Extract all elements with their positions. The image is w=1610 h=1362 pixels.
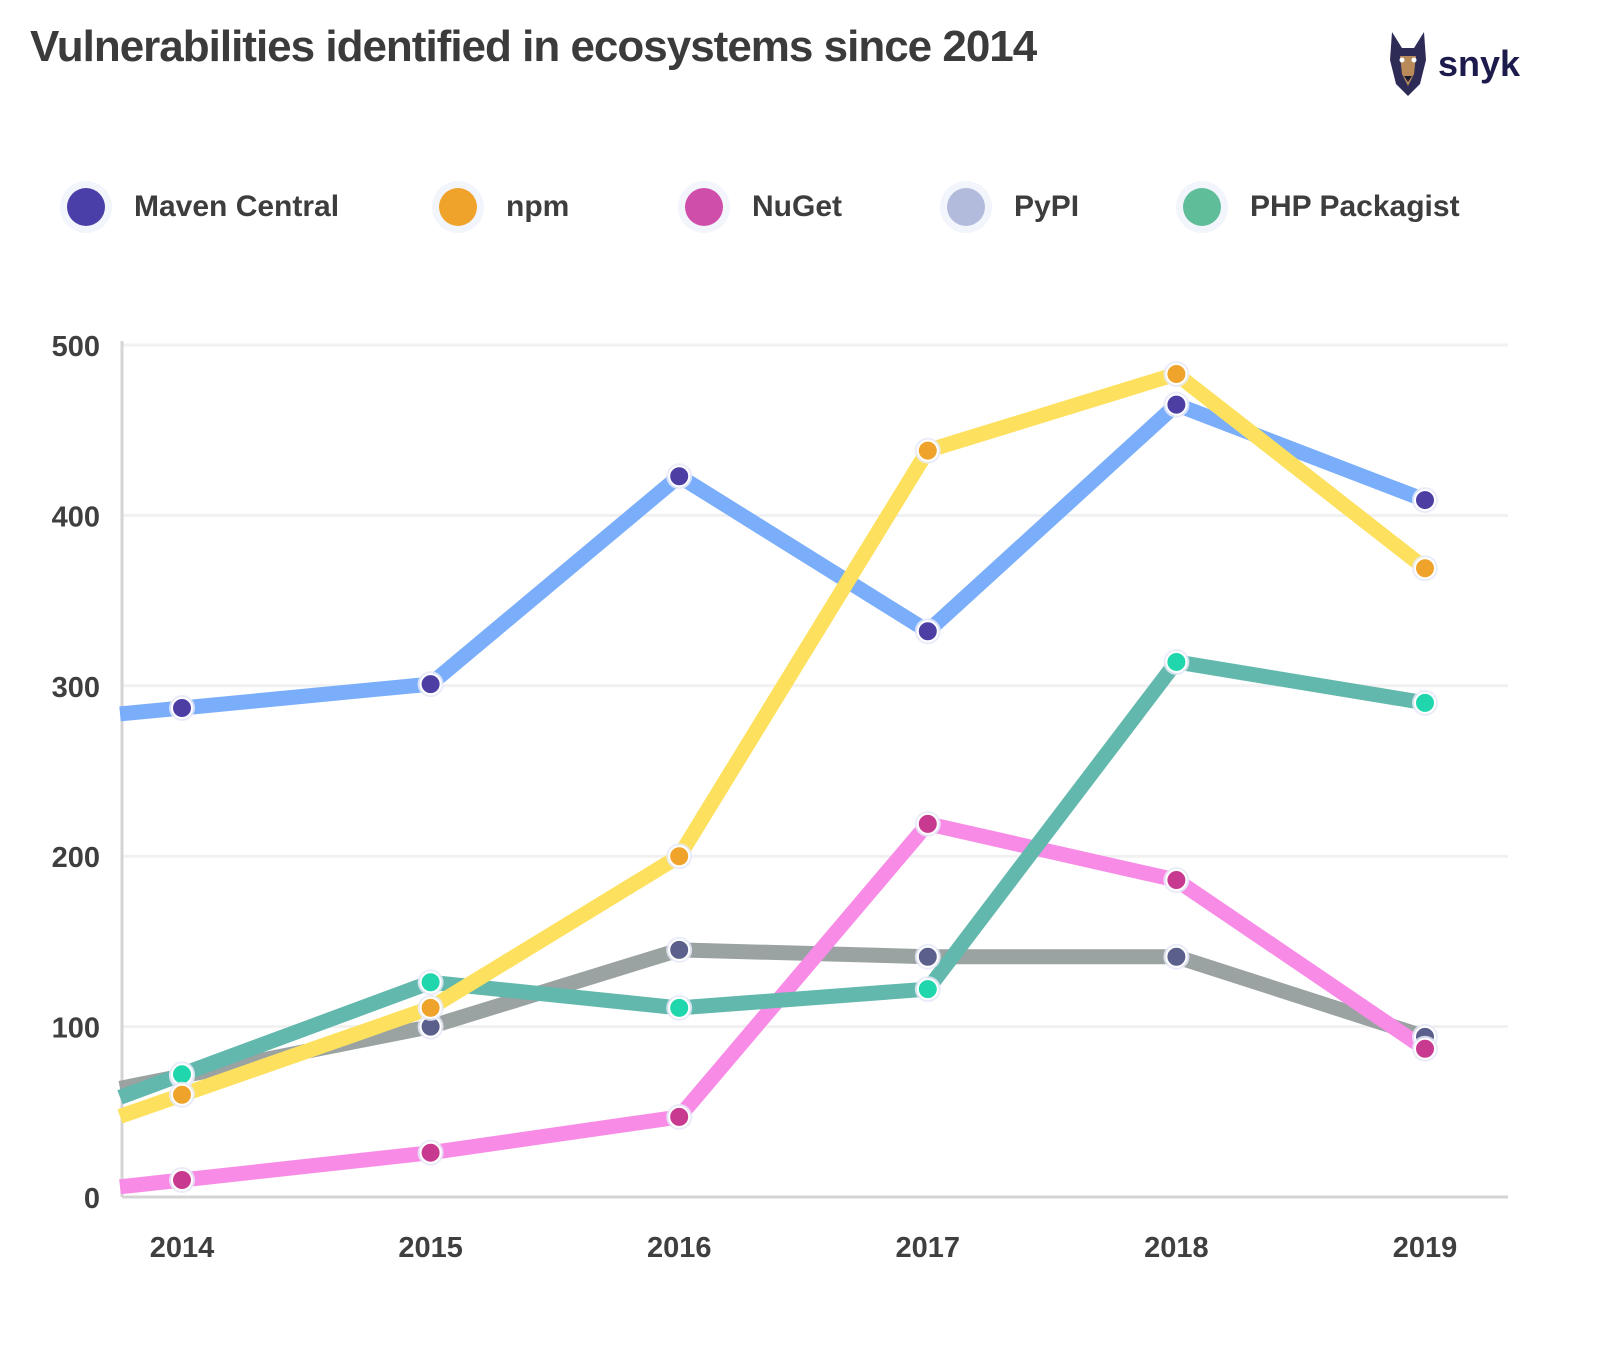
chart-legend: Maven Central npm NuGet PyPI PHP Packagi… [60, 172, 1580, 252]
data-point-npm [171, 1083, 193, 1106]
legend-item-nuget[interactable]: NuGet [678, 172, 842, 242]
data-point-maven-central [1414, 489, 1436, 512]
data-point-php-packagist [1165, 650, 1188, 673]
series-line-php-packagist [117, 654, 1427, 1105]
data-point-maven-central [1165, 393, 1188, 416]
y-tick-label: 100 [52, 1013, 100, 1045]
data-point-maven-central [668, 465, 691, 488]
x-tick-label: 2014 [150, 1232, 215, 1264]
legend-label: PHP Packagist [1250, 190, 1460, 223]
legend-marker [1176, 181, 1228, 233]
data-point-php-packagist [668, 996, 691, 1019]
data-point-maven-central [916, 620, 939, 643]
y-tick-label: 400 [52, 501, 100, 533]
lines-layer [117, 366, 1430, 1195]
data-point-pypi [916, 945, 939, 968]
y-tick-label: 500 [52, 331, 100, 363]
data-point-nuget [668, 1105, 691, 1128]
data-point-php-packagist [916, 978, 939, 1001]
x-tick-label: 2018 [1144, 1232, 1209, 1264]
y-tick-label: 0 [84, 1183, 100, 1215]
data-point-maven-central [171, 696, 193, 719]
brand-name: snyk [1438, 43, 1521, 84]
y-tick-label: 300 [52, 672, 100, 704]
points-layer [169, 360, 1438, 1193]
x-tick-label: 2015 [398, 1232, 463, 1264]
line-chart: 0 100 200 300 400 500 2014 2015 2016 2017 2018 2019 [52, 331, 1508, 1264]
data-point-php-packagist [171, 1063, 193, 1086]
legend-label: NuGet [752, 190, 842, 223]
chart-title: Vulnerabilities identified in ecosystems… [30, 22, 1037, 71]
data-point-nuget [171, 1168, 193, 1191]
doberman-icon [1390, 32, 1426, 96]
legend-item-npm[interactable]: npm [432, 172, 569, 242]
axis-layer: 0 100 200 300 400 500 2014 2015 2016 2017 2018 2019 [52, 331, 1508, 1264]
data-point-nuget [1165, 869, 1188, 892]
snyk-logo: snyk [1386, 30, 1520, 98]
legend-item-maven-central[interactable]: Maven Central [60, 172, 339, 242]
legend-marker [678, 181, 730, 233]
data-point-npm [419, 996, 442, 1019]
legend-marker [432, 181, 484, 233]
data-point-nuget [419, 1141, 442, 1164]
x-tick-label: 2016 [647, 1232, 712, 1264]
data-point-nuget [1414, 1037, 1436, 1060]
data-point-npm [668, 845, 691, 868]
data-point-php-packagist [419, 971, 442, 994]
x-tick-label: 2017 [896, 1232, 961, 1264]
data-point-npm [1165, 362, 1188, 385]
legend-label: PyPI [1014, 190, 1080, 223]
legend-marker [60, 181, 112, 233]
data-point-npm [1414, 557, 1436, 580]
legend-marker [940, 181, 992, 233]
legend-label: Maven Central [134, 190, 340, 223]
legend-label: npm [506, 190, 570, 223]
y-tick-label: 200 [52, 842, 100, 874]
legend-item-pypi[interactable]: PyPI [940, 172, 1079, 242]
legend-item-php-packagist[interactable]: PHP Packagist [1176, 172, 1460, 242]
data-point-php-packagist [1414, 691, 1436, 714]
data-point-nuget [916, 812, 939, 835]
data-point-npm [916, 439, 939, 462]
data-point-pypi [668, 938, 691, 961]
data-point-maven-central [419, 673, 442, 696]
x-tick-label: 2019 [1393, 1232, 1458, 1264]
data-point-pypi [1165, 945, 1188, 968]
